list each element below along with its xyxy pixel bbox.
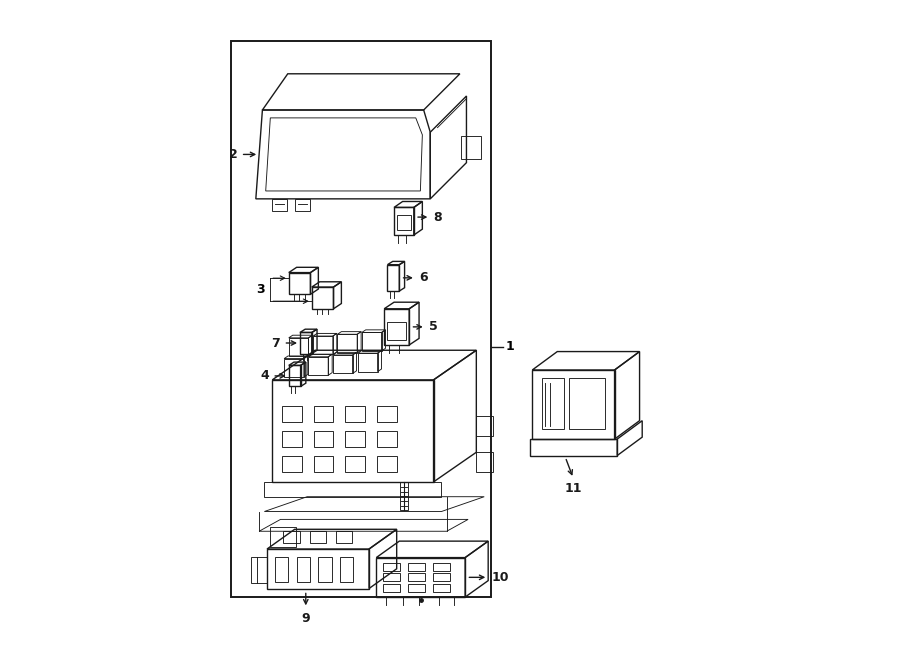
- Text: 2: 2: [229, 148, 238, 161]
- Text: 10: 10: [491, 571, 509, 584]
- Text: 3: 3: [256, 283, 265, 296]
- Text: 1: 1: [506, 340, 515, 353]
- Text: 8: 8: [434, 211, 442, 223]
- Text: 4: 4: [260, 369, 269, 383]
- Text: 6: 6: [419, 272, 428, 284]
- Text: 5: 5: [429, 321, 437, 333]
- Text: 7: 7: [272, 336, 280, 350]
- Text: 9: 9: [302, 611, 310, 625]
- Text: 11: 11: [564, 482, 582, 495]
